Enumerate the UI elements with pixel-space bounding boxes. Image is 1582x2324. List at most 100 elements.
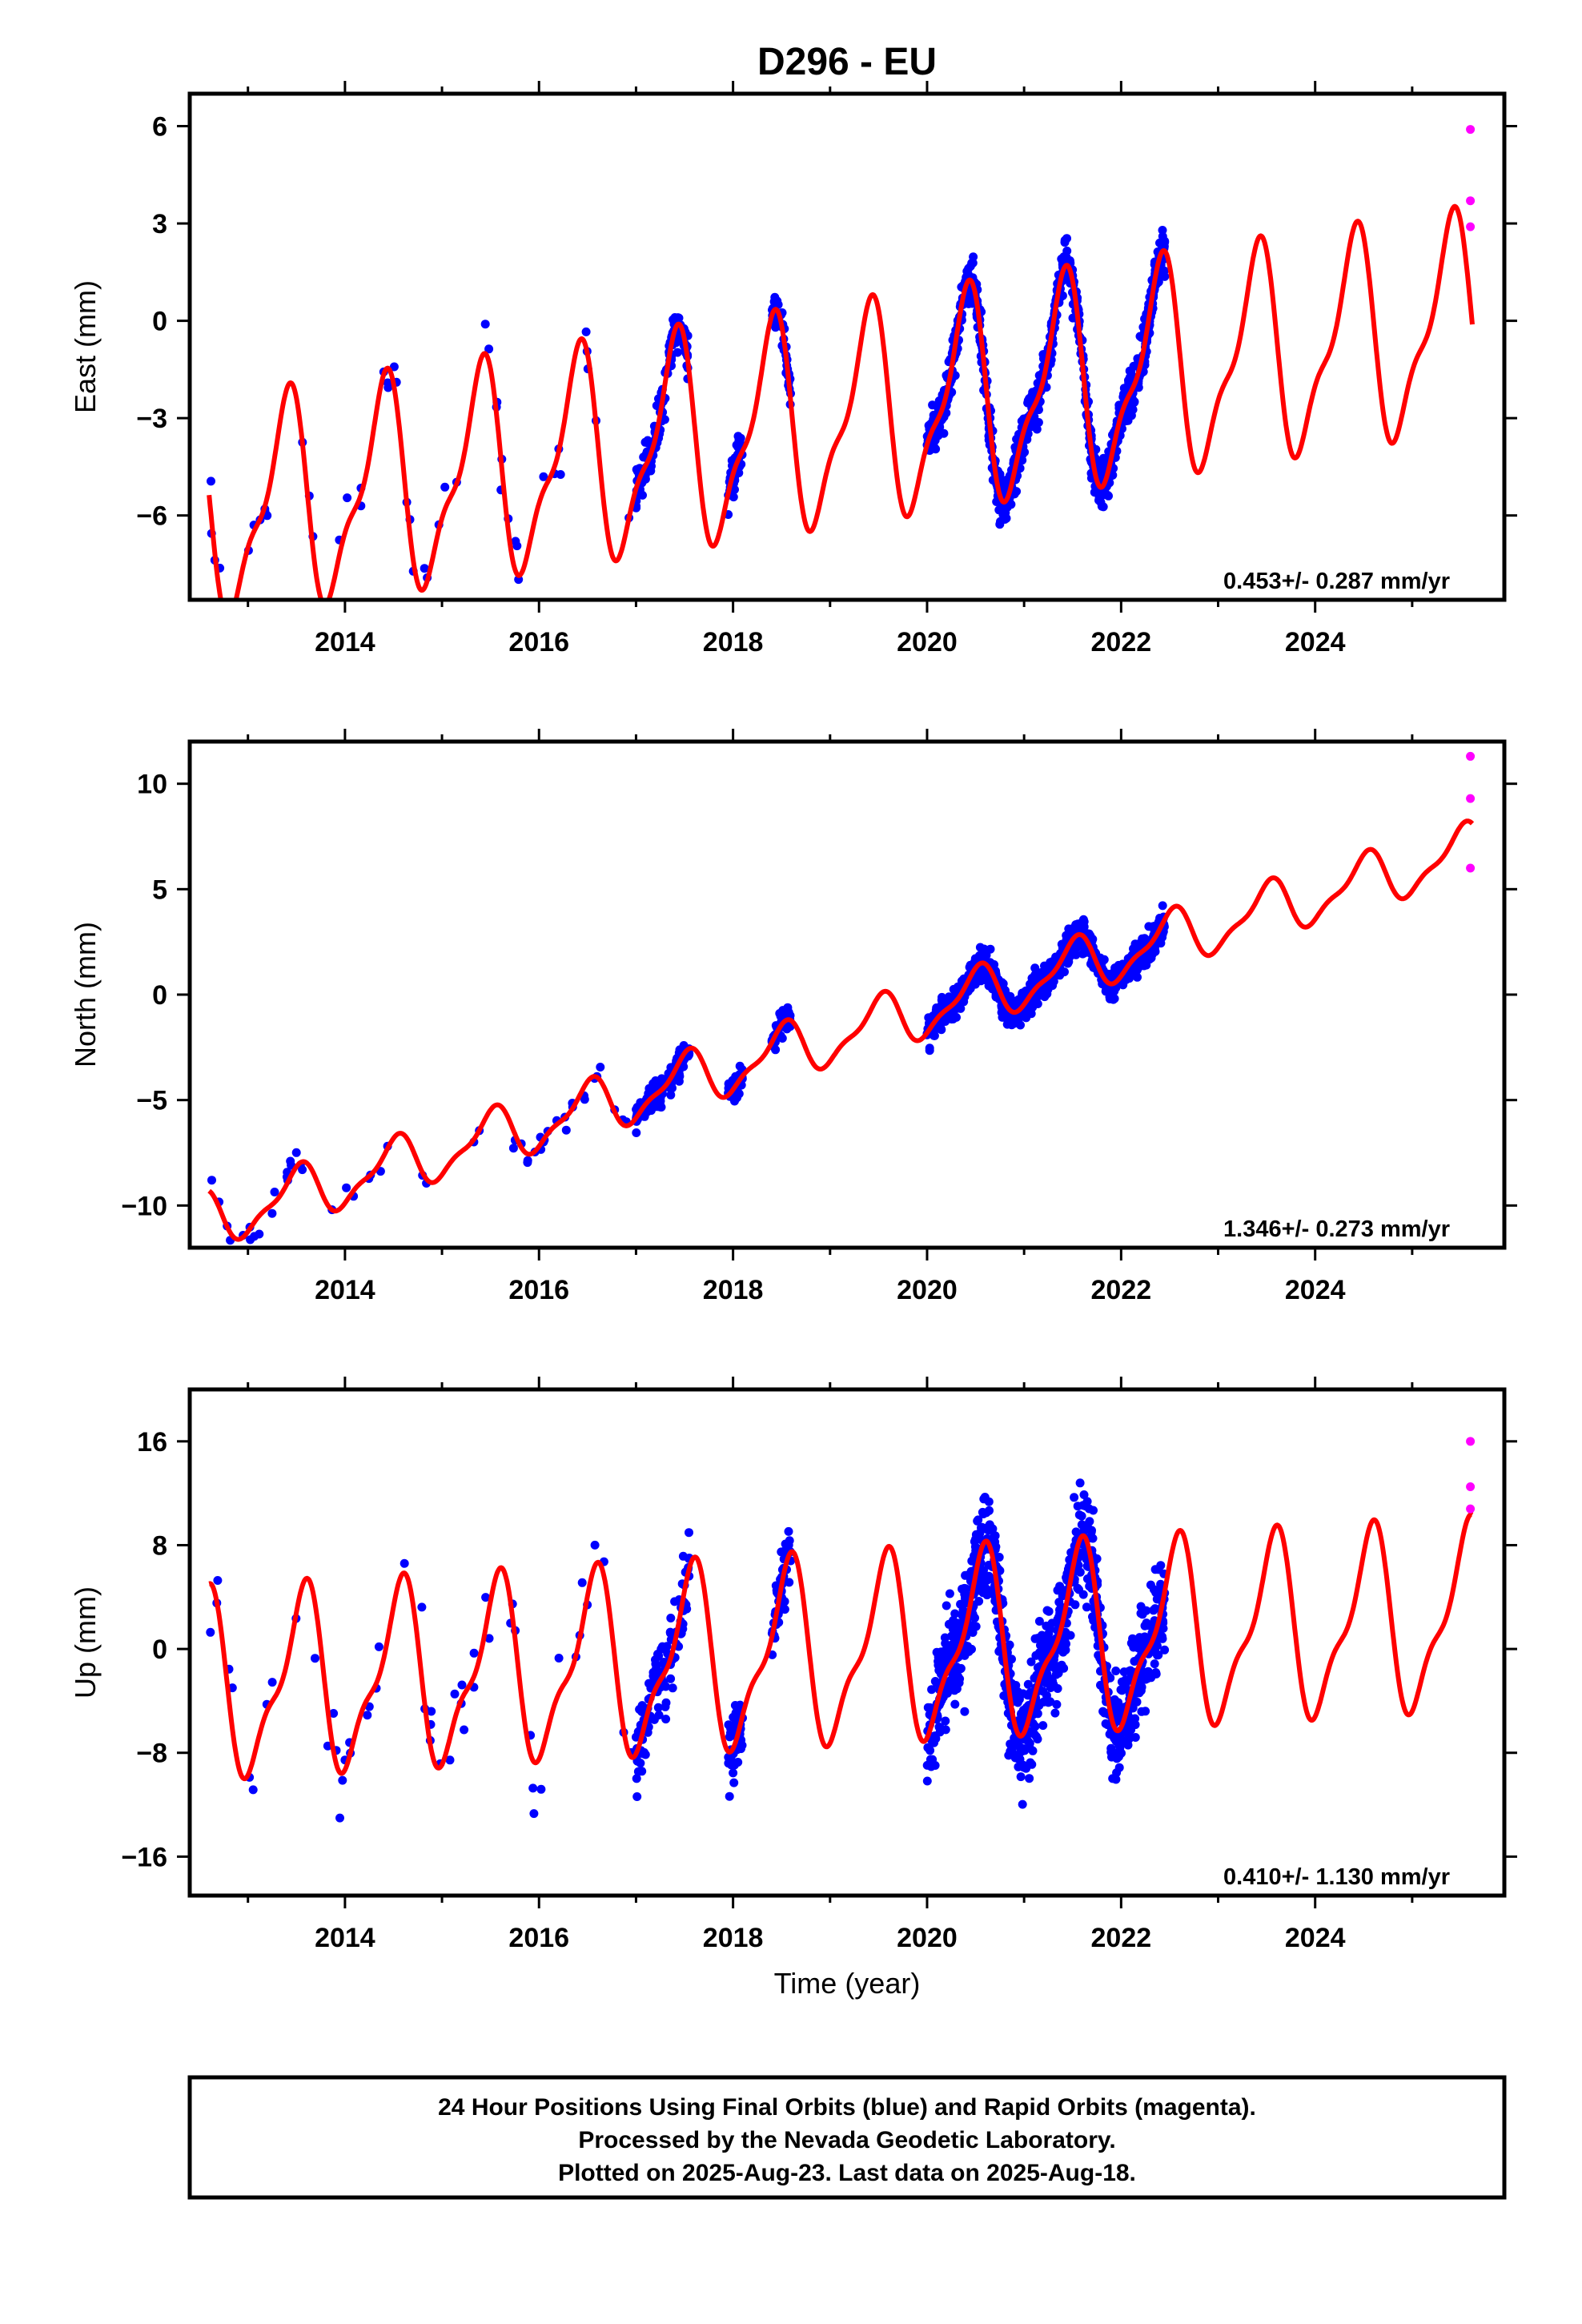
up-data-point <box>1128 1715 1138 1724</box>
up-data-point <box>950 1609 960 1618</box>
footer-line-2: Processed by the Nevada Geodetic Laborat… <box>578 2127 1115 2153</box>
up-data-point <box>1149 1606 1158 1615</box>
east-x-tick-label: 2022 <box>1091 627 1152 657</box>
up-data-point <box>528 1783 538 1793</box>
up-data-point <box>311 1654 319 1663</box>
north-data-point <box>925 1046 934 1055</box>
up-data-point <box>1016 1772 1026 1782</box>
east-data-point <box>420 564 429 573</box>
up-data-point <box>980 1493 990 1502</box>
north-y-tick-label: 10 <box>137 770 167 800</box>
up-data-point <box>1018 1799 1027 1809</box>
up-data-point <box>1034 1617 1044 1626</box>
up-data-point <box>653 1703 663 1712</box>
up-panel: 2014 2016 2018 2020 2022 2024 −16 −8 0 8 16 Up (mm)… <box>69 1377 1517 1953</box>
up-data-point <box>400 1558 409 1568</box>
east-data-point <box>1026 422 1036 432</box>
up-data-point <box>1144 1621 1154 1630</box>
north-data-point <box>666 1090 676 1100</box>
east-rapid-point <box>1466 222 1476 231</box>
up-data-point <box>1007 1655 1016 1664</box>
up-data-point <box>951 1622 961 1631</box>
up-data-point <box>1042 1606 1052 1615</box>
north-data-point <box>632 1128 641 1137</box>
east-panel: 2014 2016 2018 2020 2022 2024 −6 −3 0 3 6 East (mm)… <box>69 81 1517 657</box>
up-data-point <box>729 1768 738 1778</box>
up-rapid-point <box>1466 1437 1476 1446</box>
up-model-curve <box>207 1512 1474 1782</box>
up-data-point <box>725 1732 734 1742</box>
up-data-point <box>999 1691 1009 1700</box>
up-data-point <box>923 1703 933 1712</box>
east-data-point <box>999 504 1009 513</box>
up-data-point <box>956 1663 966 1673</box>
up-data-point <box>970 1537 979 1546</box>
up-data-point <box>654 1711 664 1720</box>
up-data-point <box>978 1588 988 1598</box>
up-data-point <box>725 1791 734 1801</box>
up-data-point <box>973 1516 982 1526</box>
up-data-point <box>1123 1740 1133 1750</box>
up-data-point <box>1136 1609 1146 1618</box>
north-model-curve <box>207 818 1475 1242</box>
north-data-point <box>1060 967 1069 977</box>
up-data-point <box>267 1678 277 1687</box>
east-x-tick-label: 2014 <box>315 627 375 657</box>
up-data-point <box>961 1594 970 1603</box>
up-data-point <box>661 1715 671 1724</box>
east-data-point <box>343 493 352 503</box>
up-data-point <box>932 1647 942 1657</box>
up-data-point <box>650 1673 660 1683</box>
up-data-point <box>1117 1686 1126 1695</box>
up-data-point <box>1066 1630 1075 1640</box>
north-rapid-point <box>1466 794 1476 803</box>
up-data-point <box>554 1654 564 1663</box>
up-x-tick-label: 2018 <box>703 1923 764 1953</box>
up-data-point <box>1052 1699 1062 1709</box>
up-data-point <box>632 1774 641 1783</box>
east-data-point <box>736 433 745 443</box>
up-x-tick-label: 2022 <box>1091 1923 1152 1953</box>
north-data-point <box>979 944 989 954</box>
north-x-tick-label: 2018 <box>703 1275 764 1305</box>
north-data-point <box>1034 991 1043 1001</box>
up-y-axis-label: Up (mm) <box>69 1586 102 1699</box>
up-data-point <box>954 1671 962 1681</box>
east-data-point <box>660 415 669 424</box>
north-data-point <box>508 1144 518 1153</box>
footer-frame <box>187 2075 1507 2200</box>
north-rate-label: 1.346+/- 0.273 mm/yr <box>1223 1216 1450 1242</box>
east-x-tick-label: 2024 <box>1285 627 1346 657</box>
up-data-point <box>1114 1763 1124 1772</box>
up-data-point <box>1082 1602 1091 1612</box>
north-data-point <box>784 1007 793 1017</box>
east-data-point <box>727 456 737 465</box>
up-data-point <box>1070 1493 1079 1502</box>
up-data-point <box>637 1701 647 1711</box>
up-data-point <box>1038 1721 1048 1731</box>
east-y-tick-label: −3 <box>136 404 167 434</box>
up-data-point <box>481 1593 491 1602</box>
up-data-point <box>974 1597 984 1606</box>
east-data-point <box>581 327 591 336</box>
north-data-point <box>1008 996 1018 1006</box>
east-data-point <box>639 452 648 462</box>
east-x-tick-label: 2016 <box>508 627 569 657</box>
north-data-point <box>561 1125 571 1135</box>
up-data-point <box>1156 1561 1166 1570</box>
up-data-point <box>1074 1510 1084 1520</box>
up-data-point <box>784 1526 793 1536</box>
east-rate-label: 0.453+/- 0.287 mm/yr <box>1223 569 1450 594</box>
up-x-tick-label: 2024 <box>1285 1923 1346 1953</box>
up-data-point <box>417 1602 427 1612</box>
east-data-point <box>219 602 227 611</box>
up-data-point <box>926 1746 935 1755</box>
up-data-point <box>1007 1747 1017 1756</box>
up-data-point <box>248 1785 258 1795</box>
north-data-point <box>1158 901 1167 911</box>
up-data-point <box>922 1776 932 1786</box>
north-x-tick-label: 2016 <box>508 1275 569 1305</box>
up-data-point <box>1146 1580 1155 1590</box>
up-x-tick-label: 2020 <box>897 1923 958 1953</box>
east-data-point <box>389 362 399 372</box>
